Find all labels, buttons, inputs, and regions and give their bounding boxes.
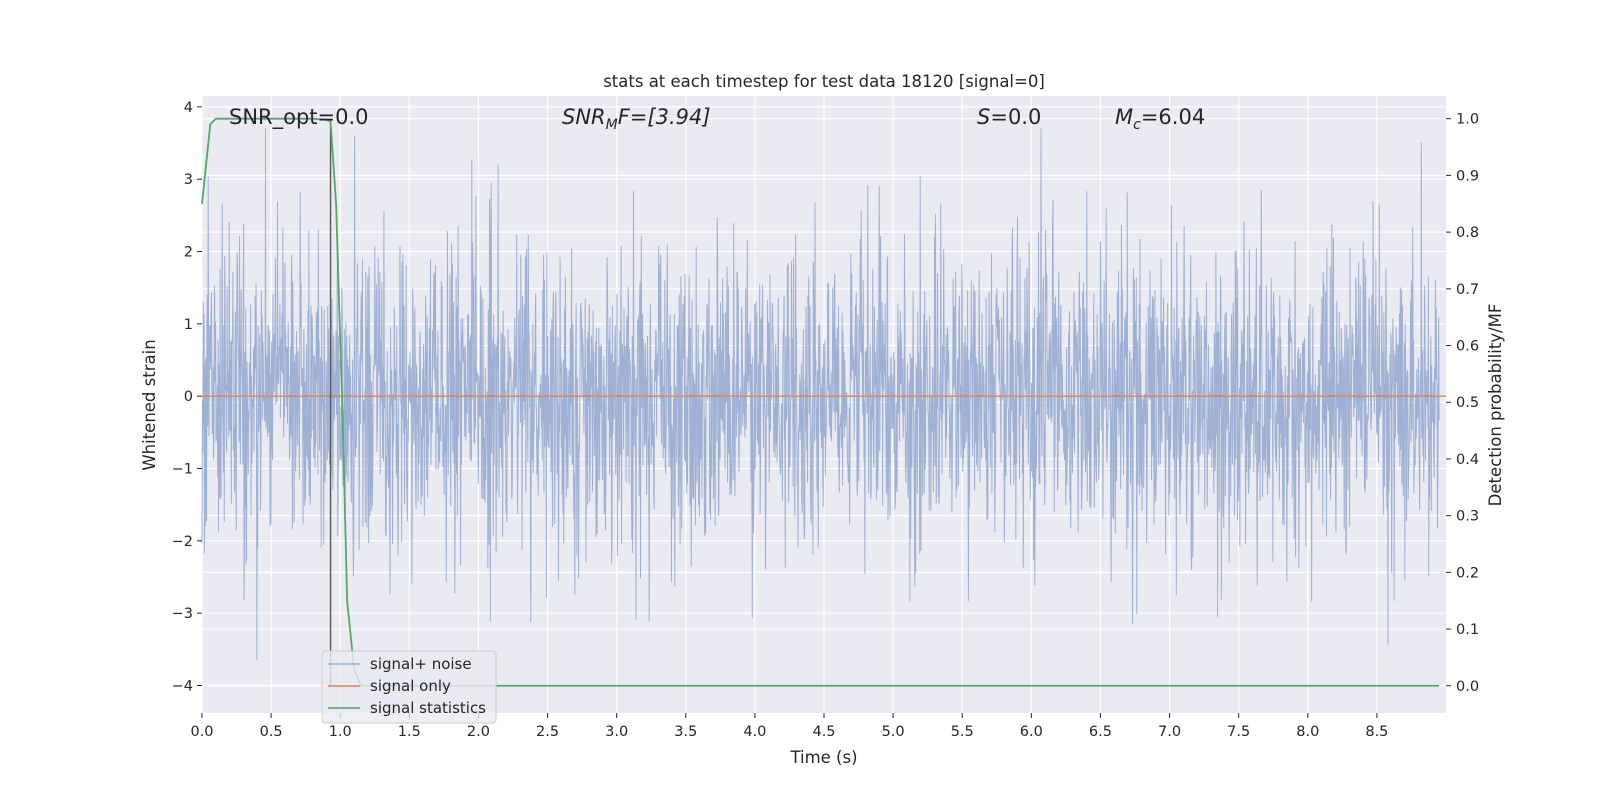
annotation-snr-mf: SNRMF=[3.94] (562, 105, 711, 133)
chart-title: stats at each timestep for test data 181… (603, 72, 1045, 91)
y-tick-label: 2 (184, 245, 193, 261)
y2-tick-label: 0.7 (1456, 282, 1479, 298)
x-tick-label: 8.5 (1365, 724, 1388, 740)
y2-tick-label: 0.1 (1456, 622, 1479, 638)
y-axis-ticks: 4 3 2 1 0 −1 −2 −3 −4 (172, 100, 202, 695)
annotation-mc-sub: c (1133, 117, 1141, 133)
series-signal-statistics (201, 117, 1440, 687)
statistics-path (201, 117, 1440, 687)
x-tick-label: 1.0 (329, 724, 352, 740)
annotation-snr-mf-sub: M (606, 117, 618, 133)
x-tick-label: 6.0 (1020, 724, 1043, 740)
y2-tick-label: 0.0 (1456, 679, 1479, 695)
x-axis-label: Time (s) (789, 748, 857, 767)
series-signal-plus-noise (201, 128, 1440, 661)
x-tick-label: 4.0 (743, 724, 766, 740)
y-tick-label: 0 (184, 389, 193, 405)
x-tick-label: 0.5 (260, 724, 283, 740)
x-tick-label: 6.5 (1089, 724, 1112, 740)
y2-tick-label: 1.0 (1456, 112, 1479, 128)
y-tick-label: −2 (172, 534, 193, 550)
y-tick-label: 3 (184, 172, 193, 188)
y2-tick-label: 0.5 (1456, 395, 1479, 411)
y-tick-label: 4 (184, 100, 193, 116)
y2-tick-label: 0.8 (1456, 225, 1479, 241)
annotation-snr-opt: SNR_opt=0.0 (229, 105, 369, 130)
x-tick-label: 2.5 (536, 724, 559, 740)
x-tick-label: 3.0 (605, 724, 628, 740)
x-tick-label: 5.0 (882, 724, 905, 740)
annotation-s-main: S (977, 105, 990, 129)
annotation-mc: Mc=6.04 (1115, 105, 1205, 133)
x-tick-label: 0.0 (190, 724, 213, 740)
y2-tick-label: 0.2 (1456, 565, 1479, 581)
y2-tick-label: 0.4 (1456, 452, 1479, 468)
x-tick-label: 5.5 (951, 724, 974, 740)
annotation-mc-rest: =6.04 (1141, 105, 1205, 129)
legend: signal+ noise signal only signal statist… (321, 650, 497, 724)
legend-label-signal-statistics: signal statistics (370, 699, 486, 717)
annotation-s: S=0.0 (977, 105, 1041, 129)
x-tick-label: 2.0 (467, 724, 490, 740)
noise-path (201, 128, 1440, 661)
legend-label-signal-only: signal only (370, 677, 451, 695)
y-tick-label: −4 (172, 679, 193, 695)
legend-label-signal-plus-noise: signal+ noise (370, 655, 472, 673)
x-tick-label: 7.5 (1227, 724, 1250, 740)
y-tick-label: −1 (172, 462, 193, 478)
x-tick-label: 1.5 (398, 724, 421, 740)
x-tick-label: 8.0 (1296, 724, 1319, 740)
x-tick-label: 7.0 (1158, 724, 1181, 740)
y-tick-label: 1 (184, 317, 193, 333)
y-tick-label: −3 (172, 606, 193, 622)
y2-tick-label: 0.6 (1456, 339, 1479, 355)
y-axis-label: Whitened strain (140, 339, 159, 470)
legend-box (321, 650, 497, 724)
y2-tick-label: 0.3 (1456, 509, 1479, 525)
y2-axis-ticks: 1.0 0.9 0.8 0.7 0.6 0.5 0.4 0.3 0.2 0.1 0.0 (1446, 112, 1479, 695)
x-tick-label: 4.5 (812, 724, 835, 740)
annotation-snr-mf-main: SNR (562, 105, 606, 129)
annotation-mc-main: M (1115, 105, 1133, 129)
x-tick-label: 3.5 (674, 724, 697, 740)
annotation-snr-mf-rest: F=[3.94] (618, 105, 711, 129)
y2-tick-label: 0.9 (1456, 168, 1479, 184)
y2-axis-label: Detection probability/MF (1486, 304, 1505, 507)
annotation-s-rest: =0.0 (990, 105, 1041, 129)
x-axis-ticks: 0.0 0.5 1.0 1.5 2.0 2.5 3.0 3.5 4.0 4.5 5.0 5.5 6.0 6… (190, 713, 1388, 740)
